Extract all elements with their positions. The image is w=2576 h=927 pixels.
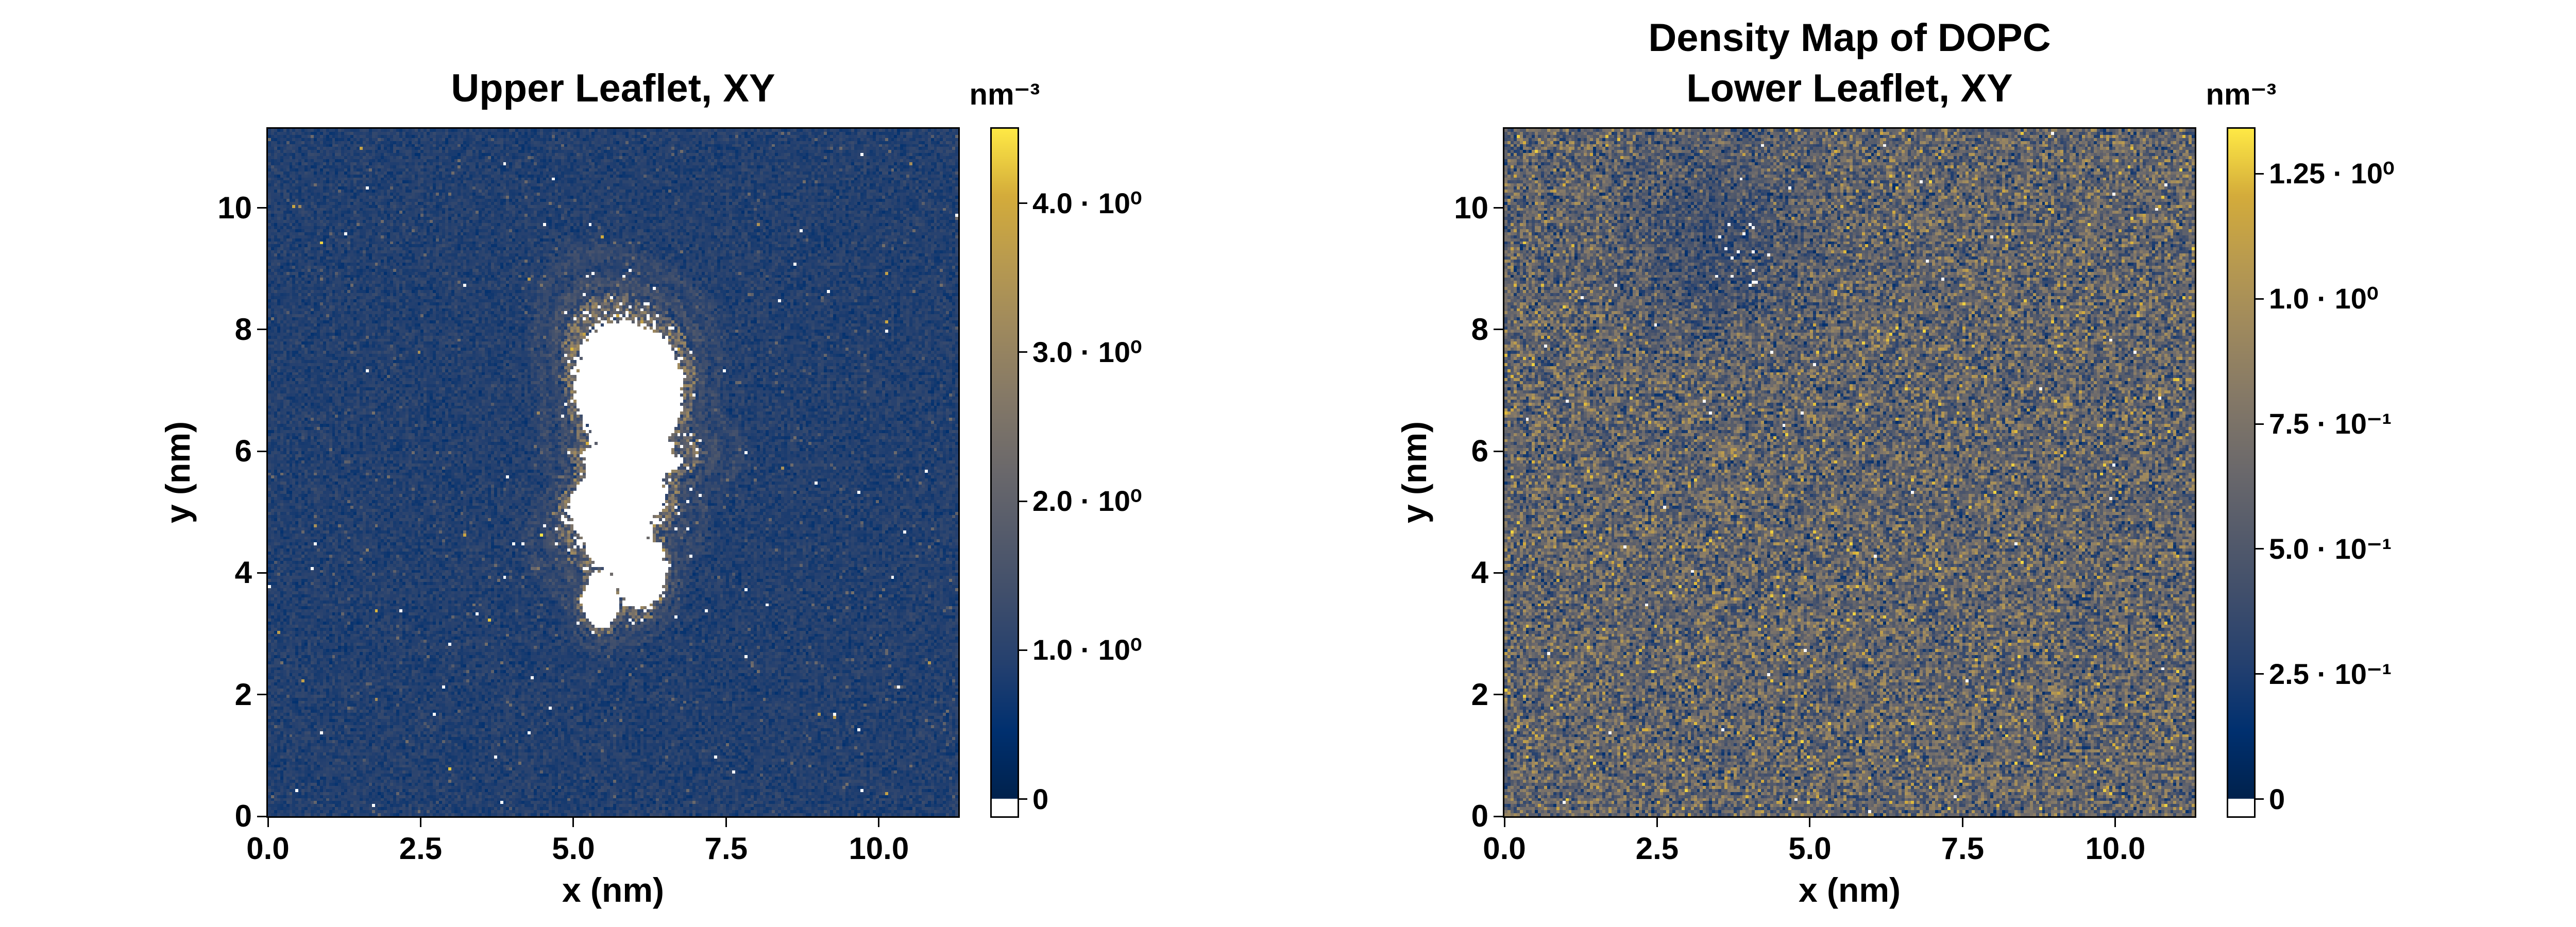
x-tick-mark: [1656, 818, 1658, 827]
x-tick-label: 7.5: [704, 831, 748, 866]
x-tick-label: 10.0: [2085, 831, 2146, 866]
y-tick-mark: [1494, 815, 1503, 817]
colorbar-tick-mark: [1019, 649, 1027, 651]
heatmap-canvas-upper-leaflet: [268, 129, 958, 816]
y-tick-mark: [257, 815, 266, 817]
colorbar-tick-label: 2.0 · 10⁰: [1032, 485, 1142, 518]
y-tick-label: 8: [234, 312, 252, 347]
x-tick-label: 5.0: [552, 831, 595, 866]
x-tick-mark: [1503, 818, 1505, 827]
colorbar-tick-label: 2.5 · 10⁻¹: [2269, 657, 2392, 690]
x-tick-label: 7.5: [1941, 831, 1985, 866]
colorbar-tick-label: 5.0 · 10⁻¹: [2269, 532, 2392, 565]
colorbar-tick-mark: [1019, 202, 1027, 204]
x-tick-label: 2.5: [1635, 831, 1679, 866]
y-tick-label: 2: [234, 677, 252, 712]
panel-transversal-yz: Transversal View, YZ z (nm) y (nm) nm⁻³ …: [2473, 0, 2576, 927]
y-tick-mark: [257, 207, 266, 209]
colorbar-tick-label: 1.0 · 10⁰: [2269, 282, 2379, 315]
y-tick-label: 8: [1471, 312, 1488, 347]
x-tick-label: 5.0: [1788, 831, 1832, 866]
y-tick-label: 4: [234, 555, 252, 590]
colorbar-tick-mark: [2256, 423, 2264, 425]
x-tick-mark: [1809, 818, 1811, 827]
x-tick-label: 10.0: [849, 831, 909, 866]
y-axis-label: y (nm): [1395, 421, 1433, 523]
y-tick-label: 6: [234, 434, 252, 469]
y-tick-mark: [1494, 694, 1503, 696]
x-tick-mark: [878, 818, 880, 827]
colorbar-tick-mark: [2256, 173, 2264, 175]
x-tick-label: 0.0: [246, 831, 290, 866]
plot-area: [1503, 127, 2196, 818]
colorbar-canvas: [2228, 129, 2254, 816]
colorbar-canvas: [992, 129, 1018, 816]
colorbar-tick-label: 1.25 · 10⁰: [2269, 157, 2395, 190]
figure-suptitle: Density Map of DOPC: [1648, 16, 2051, 60]
y-axis-label: y (nm): [159, 421, 197, 523]
colorbar-tick-mark: [2256, 673, 2264, 675]
colorbar-tick-label: 7.5 · 10⁻¹: [2269, 407, 2392, 440]
colorbar: [990, 127, 1019, 818]
y-tick-label: 0: [1471, 799, 1488, 833]
y-tick-mark: [1494, 450, 1503, 452]
y-tick-label: 10: [217, 190, 252, 225]
colorbar-tick-label: 4.0 · 10⁰: [1032, 186, 1142, 219]
x-tick-mark: [572, 818, 574, 827]
y-tick-mark: [1494, 329, 1503, 331]
y-tick-label: 10: [1454, 190, 1488, 225]
x-axis-label: x (nm): [562, 871, 664, 909]
x-tick-label: 0.0: [1483, 831, 1526, 866]
y-tick-label: 0: [234, 799, 252, 833]
panel-title: Lower Leaflet, XY: [1686, 66, 2013, 110]
x-tick-label: 2.5: [399, 831, 443, 866]
heatmap-canvas-lower-leaflet: [1504, 129, 2195, 816]
colorbar-tick-mark: [1019, 798, 1027, 800]
x-tick-mark: [267, 818, 269, 827]
x-axis-label: x (nm): [1799, 871, 1901, 909]
colorbar-tick-mark: [1019, 351, 1027, 353]
panel-lower-leaflet-xy: Density Map of DOPC Lower Leaflet, XY y …: [1236, 0, 2473, 927]
y-tick-label: 6: [1471, 434, 1488, 469]
y-tick-mark: [257, 329, 266, 331]
colorbar-tick-label: 0: [2269, 782, 2285, 815]
colorbar: [2227, 127, 2256, 818]
panel-upper-leaflet-xy: Upper Leaflet, XY y (nm) x (nm) nm⁻³ 0.0…: [0, 0, 1236, 927]
y-tick-mark: [257, 572, 266, 574]
colorbar-tick-mark: [2256, 298, 2264, 300]
colorbar-tick-label: 1.0 · 10⁰: [1032, 633, 1142, 666]
colorbar-unit-label: nm⁻³: [969, 78, 1040, 111]
y-tick-mark: [257, 450, 266, 452]
colorbar-tick-mark: [1019, 500, 1027, 502]
colorbar-tick-mark: [2256, 798, 2264, 800]
x-tick-mark: [1961, 818, 1963, 827]
y-tick-mark: [257, 694, 266, 696]
y-tick-mark: [1494, 207, 1503, 209]
x-tick-mark: [419, 818, 421, 827]
colorbar-tick-label: 0: [1032, 782, 1049, 815]
colorbar-tick-label: 3.0 · 10⁰: [1032, 335, 1142, 368]
panel-title: Upper Leaflet, XY: [451, 66, 775, 110]
x-tick-mark: [2114, 818, 2116, 827]
x-tick-mark: [725, 818, 727, 827]
y-tick-mark: [1494, 572, 1503, 574]
y-tick-label: 4: [1471, 555, 1488, 590]
colorbar-tick-mark: [2256, 548, 2264, 550]
colorbar-unit-label: nm⁻³: [2206, 78, 2277, 111]
y-tick-label: 2: [1471, 677, 1488, 712]
plot-area: [266, 127, 960, 818]
